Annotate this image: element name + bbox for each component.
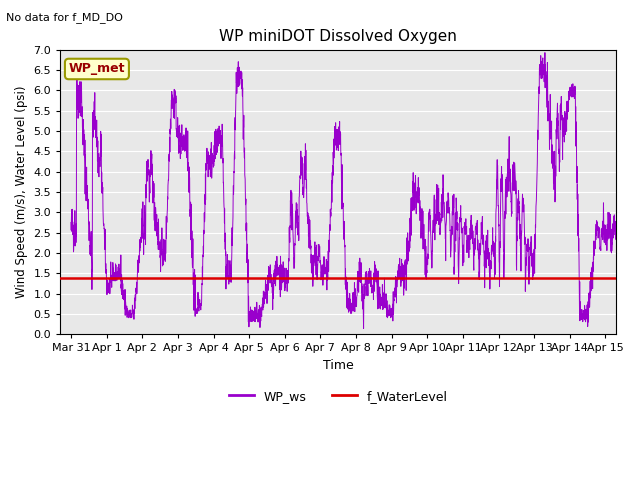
X-axis label: Time: Time (323, 359, 354, 372)
Text: WP_met: WP_met (68, 62, 125, 75)
Text: No data for f_MD_DO: No data for f_MD_DO (6, 12, 124, 23)
Y-axis label: Wind Speed (m/s), Water Level (psi): Wind Speed (m/s), Water Level (psi) (15, 86, 28, 298)
Legend: WP_ws, f_WaterLevel: WP_ws, f_WaterLevel (224, 384, 452, 408)
Title: WP miniDOT Dissolved Oxygen: WP miniDOT Dissolved Oxygen (220, 29, 457, 44)
